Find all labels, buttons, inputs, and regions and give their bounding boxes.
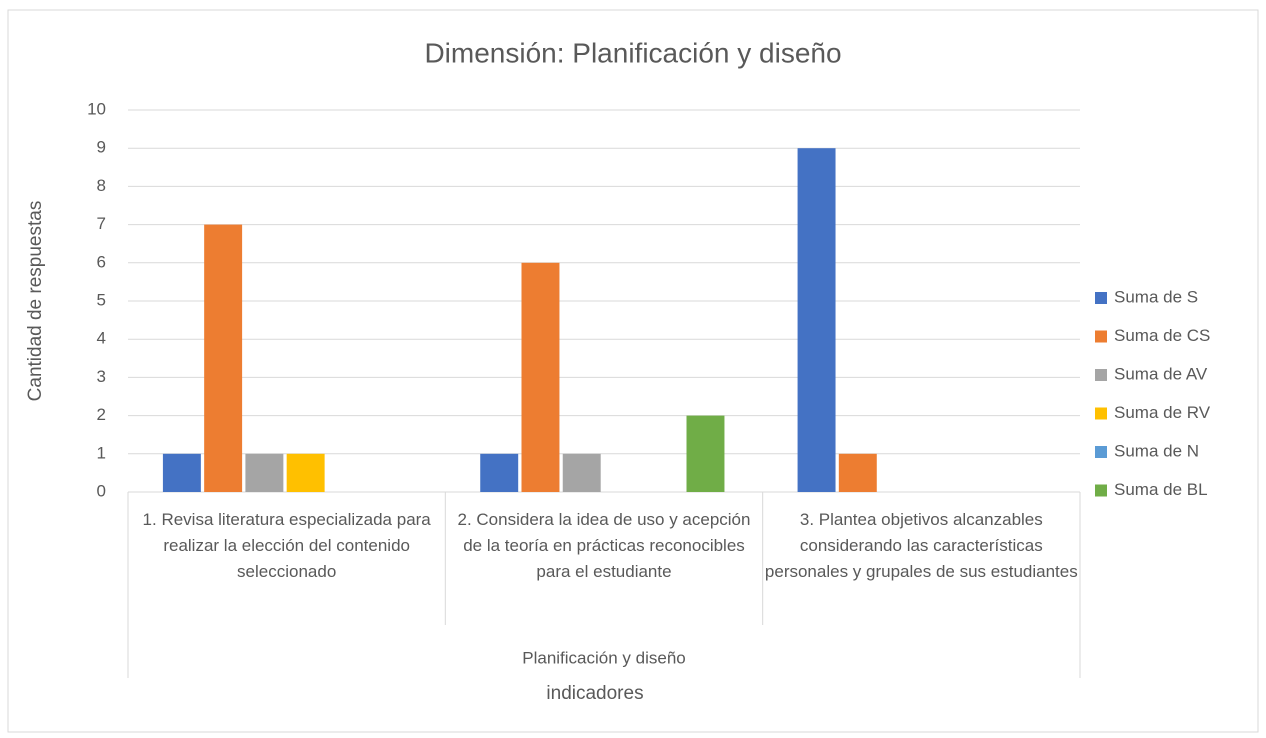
y-tick-label: 6 bbox=[97, 252, 106, 271]
x-tick-label: 1. Revisa literatura especializada para … bbox=[142, 510, 431, 581]
legend-label: Suma de AV bbox=[1114, 364, 1208, 383]
bar bbox=[480, 453, 519, 492]
bar bbox=[204, 224, 243, 492]
legend-swatch bbox=[1095, 446, 1107, 458]
legend-swatch bbox=[1095, 369, 1107, 381]
y-tick-label: 10 bbox=[87, 99, 106, 118]
legend-label: Suma de RV bbox=[1114, 403, 1211, 422]
legend-swatch bbox=[1095, 484, 1107, 497]
group-label: Planificación y diseño bbox=[522, 648, 685, 667]
y-tick-label: 9 bbox=[97, 138, 106, 157]
bar bbox=[521, 262, 560, 492]
y-tick-label: 0 bbox=[97, 481, 106, 500]
y-tick-label: 1 bbox=[97, 443, 106, 462]
bar bbox=[286, 453, 325, 492]
x-tick-label: 2. Considera la idea de uso y acepción d… bbox=[457, 510, 751, 581]
bar bbox=[686, 415, 725, 492]
x-tick-label: 3. Plantea objetivos alcanzables conside… bbox=[764, 510, 1078, 581]
legend-label: Suma de S bbox=[1114, 287, 1198, 306]
legend-label: Suma de N bbox=[1114, 441, 1199, 460]
y-tick-label: 2 bbox=[97, 405, 106, 424]
legend-swatch bbox=[1095, 330, 1107, 343]
chart-border bbox=[7, 9, 1259, 733]
bar bbox=[245, 453, 284, 492]
legend-swatch bbox=[1095, 292, 1107, 304]
y-tick-label: 8 bbox=[97, 176, 106, 195]
bar bbox=[162, 453, 201, 492]
x-axis-title: indicadores bbox=[546, 683, 643, 704]
y-tick-label: 7 bbox=[97, 214, 106, 233]
y-axis-title: Cantidad de respuestas bbox=[25, 201, 46, 402]
y-tick-label: 3 bbox=[97, 367, 106, 386]
y-tick-label: 4 bbox=[97, 329, 106, 348]
bar bbox=[562, 453, 601, 492]
bar bbox=[838, 453, 877, 492]
y-tick-label: 5 bbox=[97, 290, 106, 309]
legend-label: Suma de CS bbox=[1114, 326, 1210, 345]
chart-title: Dimensión: Planificación y diseño bbox=[424, 37, 841, 68]
legend-swatch bbox=[1095, 407, 1107, 420]
legend-label: Suma de BL bbox=[1114, 480, 1208, 499]
bar bbox=[797, 148, 836, 492]
